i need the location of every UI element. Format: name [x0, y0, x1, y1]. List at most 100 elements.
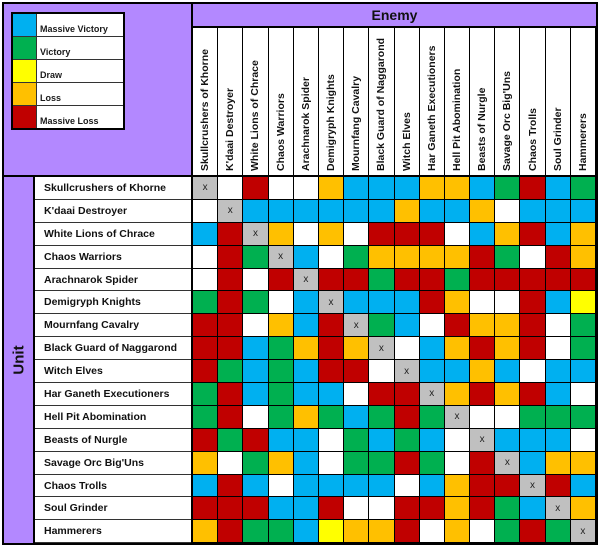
- matchup-cell: x: [293, 268, 319, 292]
- legend-swatch: [13, 106, 37, 128]
- matchup-cell: [470, 474, 496, 498]
- unit-axis-title: Unit: [10, 345, 27, 375]
- matchup-cell: [545, 291, 571, 315]
- matchup-cell: [293, 199, 319, 223]
- enemy-column-label: White Lions of Chrace: [249, 60, 262, 171]
- matchup-cell: [268, 497, 294, 521]
- matchup-cell: [293, 451, 319, 475]
- matchup-cell: [218, 291, 244, 315]
- matchup-cell: [545, 474, 571, 498]
- matchup-cell: [344, 360, 370, 384]
- matchup-cell: [369, 268, 395, 292]
- matchup-cell: [495, 405, 521, 429]
- matchup-cell: [268, 451, 294, 475]
- matchup-cell: [520, 245, 546, 269]
- matchup-cell: [318, 177, 345, 200]
- matchup-cell: [570, 177, 596, 200]
- matchup-cell: [444, 245, 471, 269]
- matchup-cell: [318, 268, 345, 292]
- unit-row-label: Mournfang Cavalry: [35, 314, 191, 338]
- matchup-cell: [218, 360, 244, 384]
- enemy-column-header: K'daai Destroyer: [218, 28, 244, 175]
- matchup-cell: [495, 474, 521, 498]
- matchup-cell: [470, 291, 496, 315]
- matchup-cell: x: [193, 177, 219, 200]
- matchup-cell: [520, 520, 546, 544]
- matchup-cell: [293, 474, 319, 498]
- matchup-cell: [394, 314, 420, 338]
- matchup-cell: [369, 199, 395, 223]
- legend-label: Massive Loss: [40, 116, 99, 126]
- enemy-column-header: Arachnarok Spider: [293, 28, 319, 175]
- matchup-cell: [570, 337, 596, 361]
- matchup-cell: [545, 199, 571, 223]
- legend-item: Loss: [13, 83, 123, 106]
- matchup-cell: [520, 337, 546, 361]
- matchup-cell: x: [470, 428, 496, 452]
- matchup-cell: [570, 222, 596, 246]
- matchup-cell: [318, 451, 345, 475]
- matchup-cell: [268, 360, 294, 384]
- matchup-cell: [570, 405, 596, 429]
- matchup-cell: [545, 245, 571, 269]
- matchup-cell: [470, 360, 496, 384]
- matchup-cell: [394, 428, 420, 452]
- matchup-cell: [369, 520, 395, 544]
- matchup-cell: [193, 451, 219, 475]
- matchup-cell: x: [394, 360, 420, 384]
- unit-row-label: Hell Pit Abomination: [35, 405, 191, 429]
- matchup-cell: [495, 268, 521, 292]
- matchup-cell: [268, 268, 294, 292]
- matchup-cell: [394, 451, 420, 475]
- matchup-cell: [218, 451, 244, 475]
- enemy-column-headers: Skullcrushers of Khorne K'daai Destroyer W…: [193, 28, 596, 177]
- enemy-column-header: Chaos Trolls: [520, 28, 546, 175]
- matchup-cell: [243, 520, 269, 544]
- matchup-cell: [545, 360, 571, 384]
- matchup-cell: [495, 199, 521, 223]
- matchup-cell: [444, 314, 471, 338]
- matchup-cell: [243, 360, 269, 384]
- matchup-cell: [318, 337, 345, 361]
- matchup-cell: [193, 199, 219, 223]
- unit-row-label: Beasts of Nurgle: [35, 428, 191, 452]
- enemy-column-label: K'daai Destroyer: [224, 87, 237, 171]
- matchup-cell: [218, 314, 244, 338]
- matchup-cell: [344, 405, 370, 429]
- matchup-cell: [570, 314, 596, 338]
- matchup-cell: [520, 497, 546, 521]
- matchup-cell: [520, 428, 546, 452]
- matchup-cell: [344, 177, 370, 200]
- matchup-cell: [495, 245, 521, 269]
- unit-row-label: Har Ganeth Executioners: [35, 383, 191, 406]
- legend-item: Draw: [13, 60, 123, 83]
- matchup-cell: [318, 314, 345, 338]
- enemy-column-label: Soul Grinder: [551, 107, 564, 171]
- matchup-cell: [243, 405, 269, 429]
- enemy-column-label: Har Ganeth Executioners: [425, 45, 438, 171]
- matchup-cell: x: [369, 337, 395, 361]
- enemy-column-header: Chaos Warriors: [268, 28, 294, 175]
- matchup-cell: [293, 428, 319, 452]
- unit-axis-title-cell: Unit: [4, 177, 35, 543]
- matchup-cell: [293, 291, 319, 315]
- matchup-cell: [243, 177, 269, 200]
- matchup-cell: [218, 474, 244, 498]
- unit-row-label: K'daai Destroyer: [35, 199, 191, 223]
- enemy-column-header: Beasts of Nurgle: [470, 28, 496, 175]
- matchup-cell: [444, 199, 471, 223]
- matchup-cell: [293, 520, 319, 544]
- matchup-cell: [218, 337, 244, 361]
- matchup-cell: [520, 291, 546, 315]
- matchup-cell: [394, 291, 420, 315]
- matchup-cell: [268, 474, 294, 498]
- matchup-cell: [268, 314, 294, 338]
- matchup-cell: x: [545, 497, 571, 521]
- matchup-cell: [344, 520, 370, 544]
- matchup-cell: [369, 428, 395, 452]
- matchup-cell: [570, 451, 596, 475]
- matchup-cell: [243, 451, 269, 475]
- matchup-cell: [293, 405, 319, 429]
- matchup-cell: [520, 451, 546, 475]
